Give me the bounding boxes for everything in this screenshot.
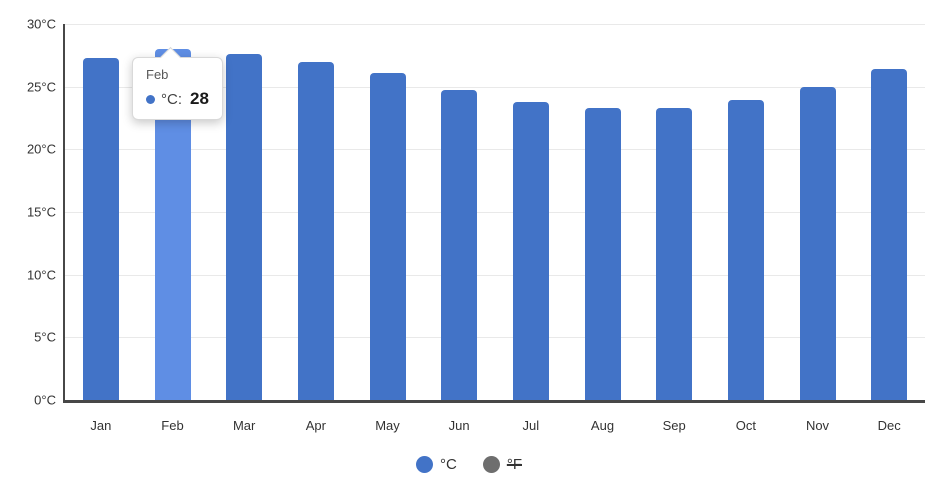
- y-tick-label: 30°C: [26, 16, 56, 32]
- x-tick-label-aug: Aug: [590, 418, 615, 433]
- plot-area: [63, 24, 925, 403]
- bar-jul[interactable]: [512, 101, 549, 400]
- bar-jun[interactable]: [441, 90, 478, 400]
- x-tick-label-jan: Jan: [90, 418, 112, 433]
- y-tick-label: 10°C: [26, 267, 56, 283]
- tooltip-title: Feb: [146, 67, 169, 82]
- x-tick-label-dec: Dec: [877, 418, 901, 433]
- legend-dot-icon: [482, 456, 500, 473]
- bar-jan[interactable]: [82, 57, 119, 400]
- bar-mar[interactable]: [226, 54, 263, 400]
- y-tick-label: 5°C: [34, 329, 56, 345]
- x-tick-label-sep: Sep: [662, 418, 686, 433]
- tooltip-series-marker-icon: [146, 94, 155, 104]
- legend-label: °F: [506, 456, 522, 473]
- legend-item-fahrenheit[interactable]: °F: [482, 456, 522, 473]
- gridline: [65, 337, 925, 339]
- tooltip-series-label: °C:: [161, 90, 182, 108]
- tooltip: Feb °C: 28: [132, 57, 223, 120]
- tooltip-row: °C: 28: [146, 89, 209, 109]
- bar-apr[interactable]: [297, 61, 334, 400]
- gridline: [65, 212, 925, 213]
- x-tick-label-nov: Nov: [805, 418, 830, 433]
- y-tick-label: 20°C: [26, 141, 56, 157]
- bar-sep[interactable]: [656, 107, 693, 400]
- y-tick-label: 0°C: [34, 392, 56, 408]
- x-tick-label-jul: Jul: [522, 418, 540, 433]
- bar-nov[interactable]: [799, 86, 836, 400]
- bar-oct[interactable]: [727, 100, 764, 400]
- legend-dot-icon: [415, 456, 433, 473]
- x-tick-label-feb: Feb: [161, 418, 184, 433]
- legend-item-celsius[interactable]: °C: [415, 456, 457, 473]
- y-tick-label: 25°C: [26, 79, 56, 95]
- legend-label: °C: [439, 456, 457, 473]
- x-tick-label-mar: Mar: [232, 418, 256, 433]
- gridline: [65, 24, 925, 25]
- bar-aug[interactable]: [584, 107, 621, 400]
- x-tick-label-apr: Apr: [305, 418, 326, 433]
- x-tick-label-may: May: [375, 418, 400, 433]
- x-tick-label-oct: Oct: [735, 418, 756, 433]
- x-tick-label-jun: Jun: [448, 418, 470, 433]
- legend: °C °F: [0, 456, 938, 473]
- y-tick-label: 15°C: [26, 204, 56, 220]
- bar-may[interactable]: [369, 72, 406, 400]
- bar-dec[interactable]: [871, 69, 908, 400]
- gridline: [65, 274, 925, 276]
- gridline: [65, 149, 925, 151]
- tooltip-value: 28: [190, 89, 209, 108]
